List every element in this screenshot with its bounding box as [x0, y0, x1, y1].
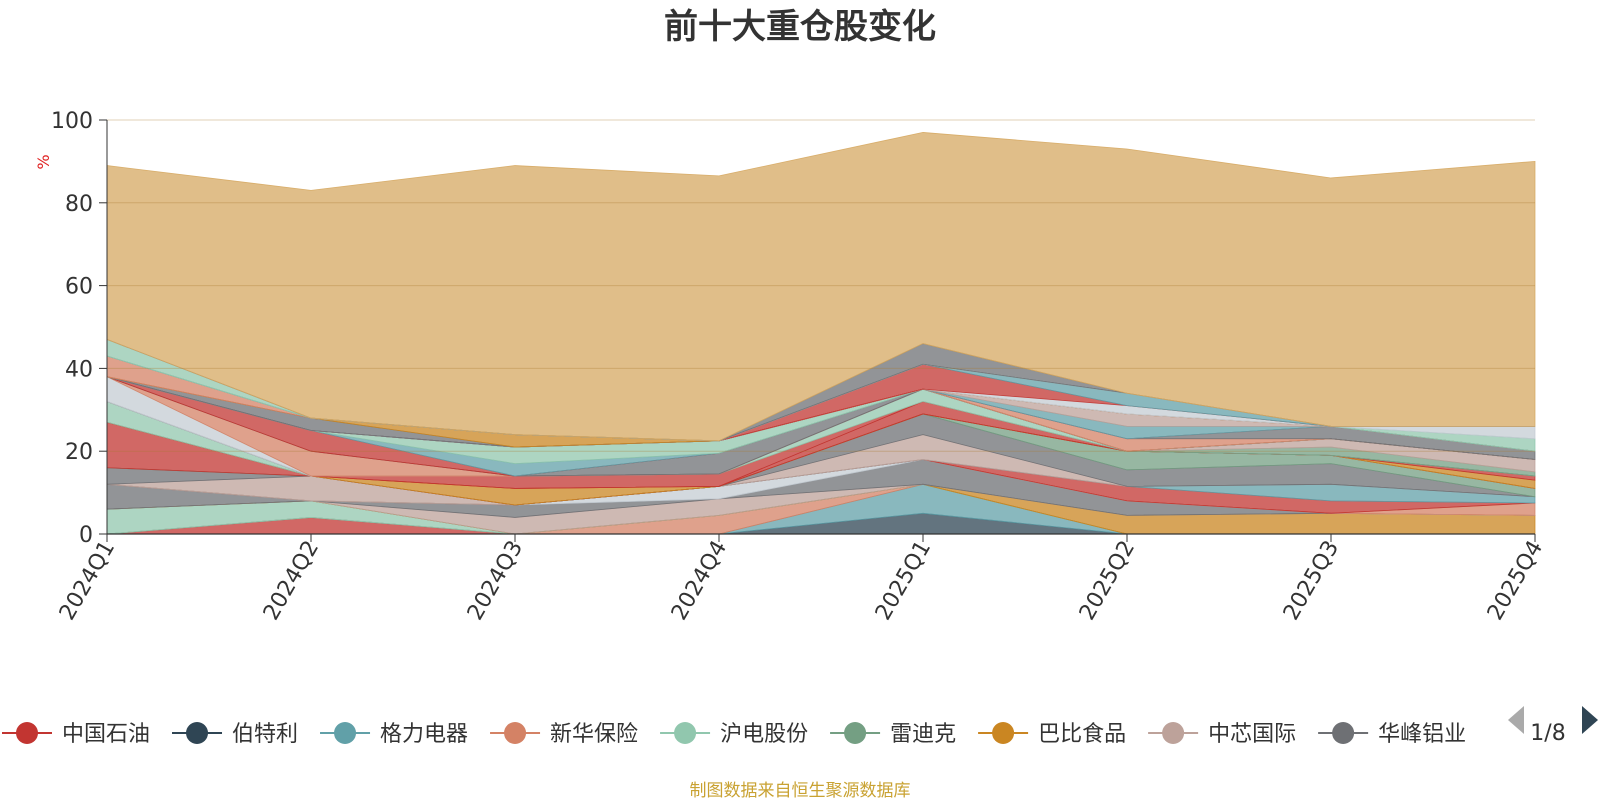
legend-item-4[interactable]: 沪电股份 — [660, 722, 808, 747]
x-tick-label-5: 2025Q2 — [1075, 537, 1140, 625]
legend-label-5: 雷迪克 — [890, 722, 956, 747]
legend-label-4: 沪电股份 — [720, 722, 808, 747]
chart-title: 前十大重仓股变化 — [664, 7, 936, 47]
x-tick-label-4: 2025Q1 — [871, 537, 936, 625]
x-tick-label-2: 2024Q3 — [463, 537, 528, 625]
y-tick-label-5: 100 — [51, 109, 93, 134]
legend-marker-5 — [844, 722, 867, 744]
x-tick-label-7: 2025Q4 — [1483, 537, 1548, 625]
y-tick-label-1: 20 — [65, 440, 93, 465]
legend-marker-1 — [186, 722, 209, 744]
legend-marker-2 — [334, 722, 357, 744]
legend-marker-3 — [504, 722, 527, 744]
source-note: 制图数据来自恒生聚源数据库 — [690, 781, 911, 800]
legend-label-1: 伯特利 — [232, 722, 298, 747]
legend-pager: 1/8 — [1508, 706, 1598, 746]
area-series-group — [106, 132, 1536, 535]
y-tick-label-2: 40 — [65, 357, 93, 382]
legend-label-0: 中国石油 — [62, 722, 150, 747]
y-tick-label-4: 80 — [65, 192, 93, 217]
legend-item-5[interactable]: 雷迪克 — [830, 722, 956, 747]
y-tick-label-0: 0 — [79, 523, 93, 548]
legend-marker-7 — [1162, 722, 1185, 744]
legend-label-6: 巴比食品 — [1038, 722, 1126, 747]
gridlines — [107, 119, 1535, 452]
legend-marker-8 — [1332, 722, 1355, 744]
y-axis-unit: % — [34, 154, 53, 169]
triangle-left-icon[interactable] — [1508, 706, 1524, 734]
legend-page-indicator: 1/8 — [1530, 721, 1565, 746]
legend-marker-6 — [992, 722, 1015, 744]
legend-marker-4 — [674, 722, 697, 744]
area-series-46 — [106, 132, 1536, 442]
legend-label-8: 华峰铝业 — [1378, 722, 1466, 747]
legend-label-3: 新华保险 — [550, 722, 638, 747]
legend-item-6[interactable]: 巴比食品 — [978, 722, 1126, 747]
legend-item-0[interactable]: 中国石油 — [2, 722, 150, 747]
legend-item-8[interactable]: 华峰铝业 — [1318, 722, 1466, 747]
y-tick-label-3: 60 — [65, 275, 93, 300]
legend-item-7[interactable]: 中芯国际 — [1148, 722, 1296, 747]
x-tick-label-6: 2025Q3 — [1279, 537, 1344, 625]
x-tick-label-0: 2024Q1 — [55, 537, 120, 625]
legend-item-3[interactable]: 新华保险 — [490, 722, 638, 747]
triangle-right-icon[interactable] — [1582, 706, 1598, 734]
legend-label-2: 格力电器 — [380, 722, 468, 747]
legend-marker-0 — [16, 722, 38, 744]
legend-item-1[interactable]: 伯特利 — [172, 722, 298, 747]
legend-item-2[interactable]: 格力电器 — [320, 722, 468, 747]
legend: 中国石油 伯特利 格力电器 新华保险 沪电股份 雷迪克 巴比食品 中芯国际 华峰铝业 — [2, 722, 1466, 747]
x-tick-label-1: 2024Q2 — [259, 537, 324, 625]
legend-label-7: 中芯国际 — [1208, 722, 1296, 747]
x-tick-label-3: 2024Q4 — [667, 537, 732, 625]
